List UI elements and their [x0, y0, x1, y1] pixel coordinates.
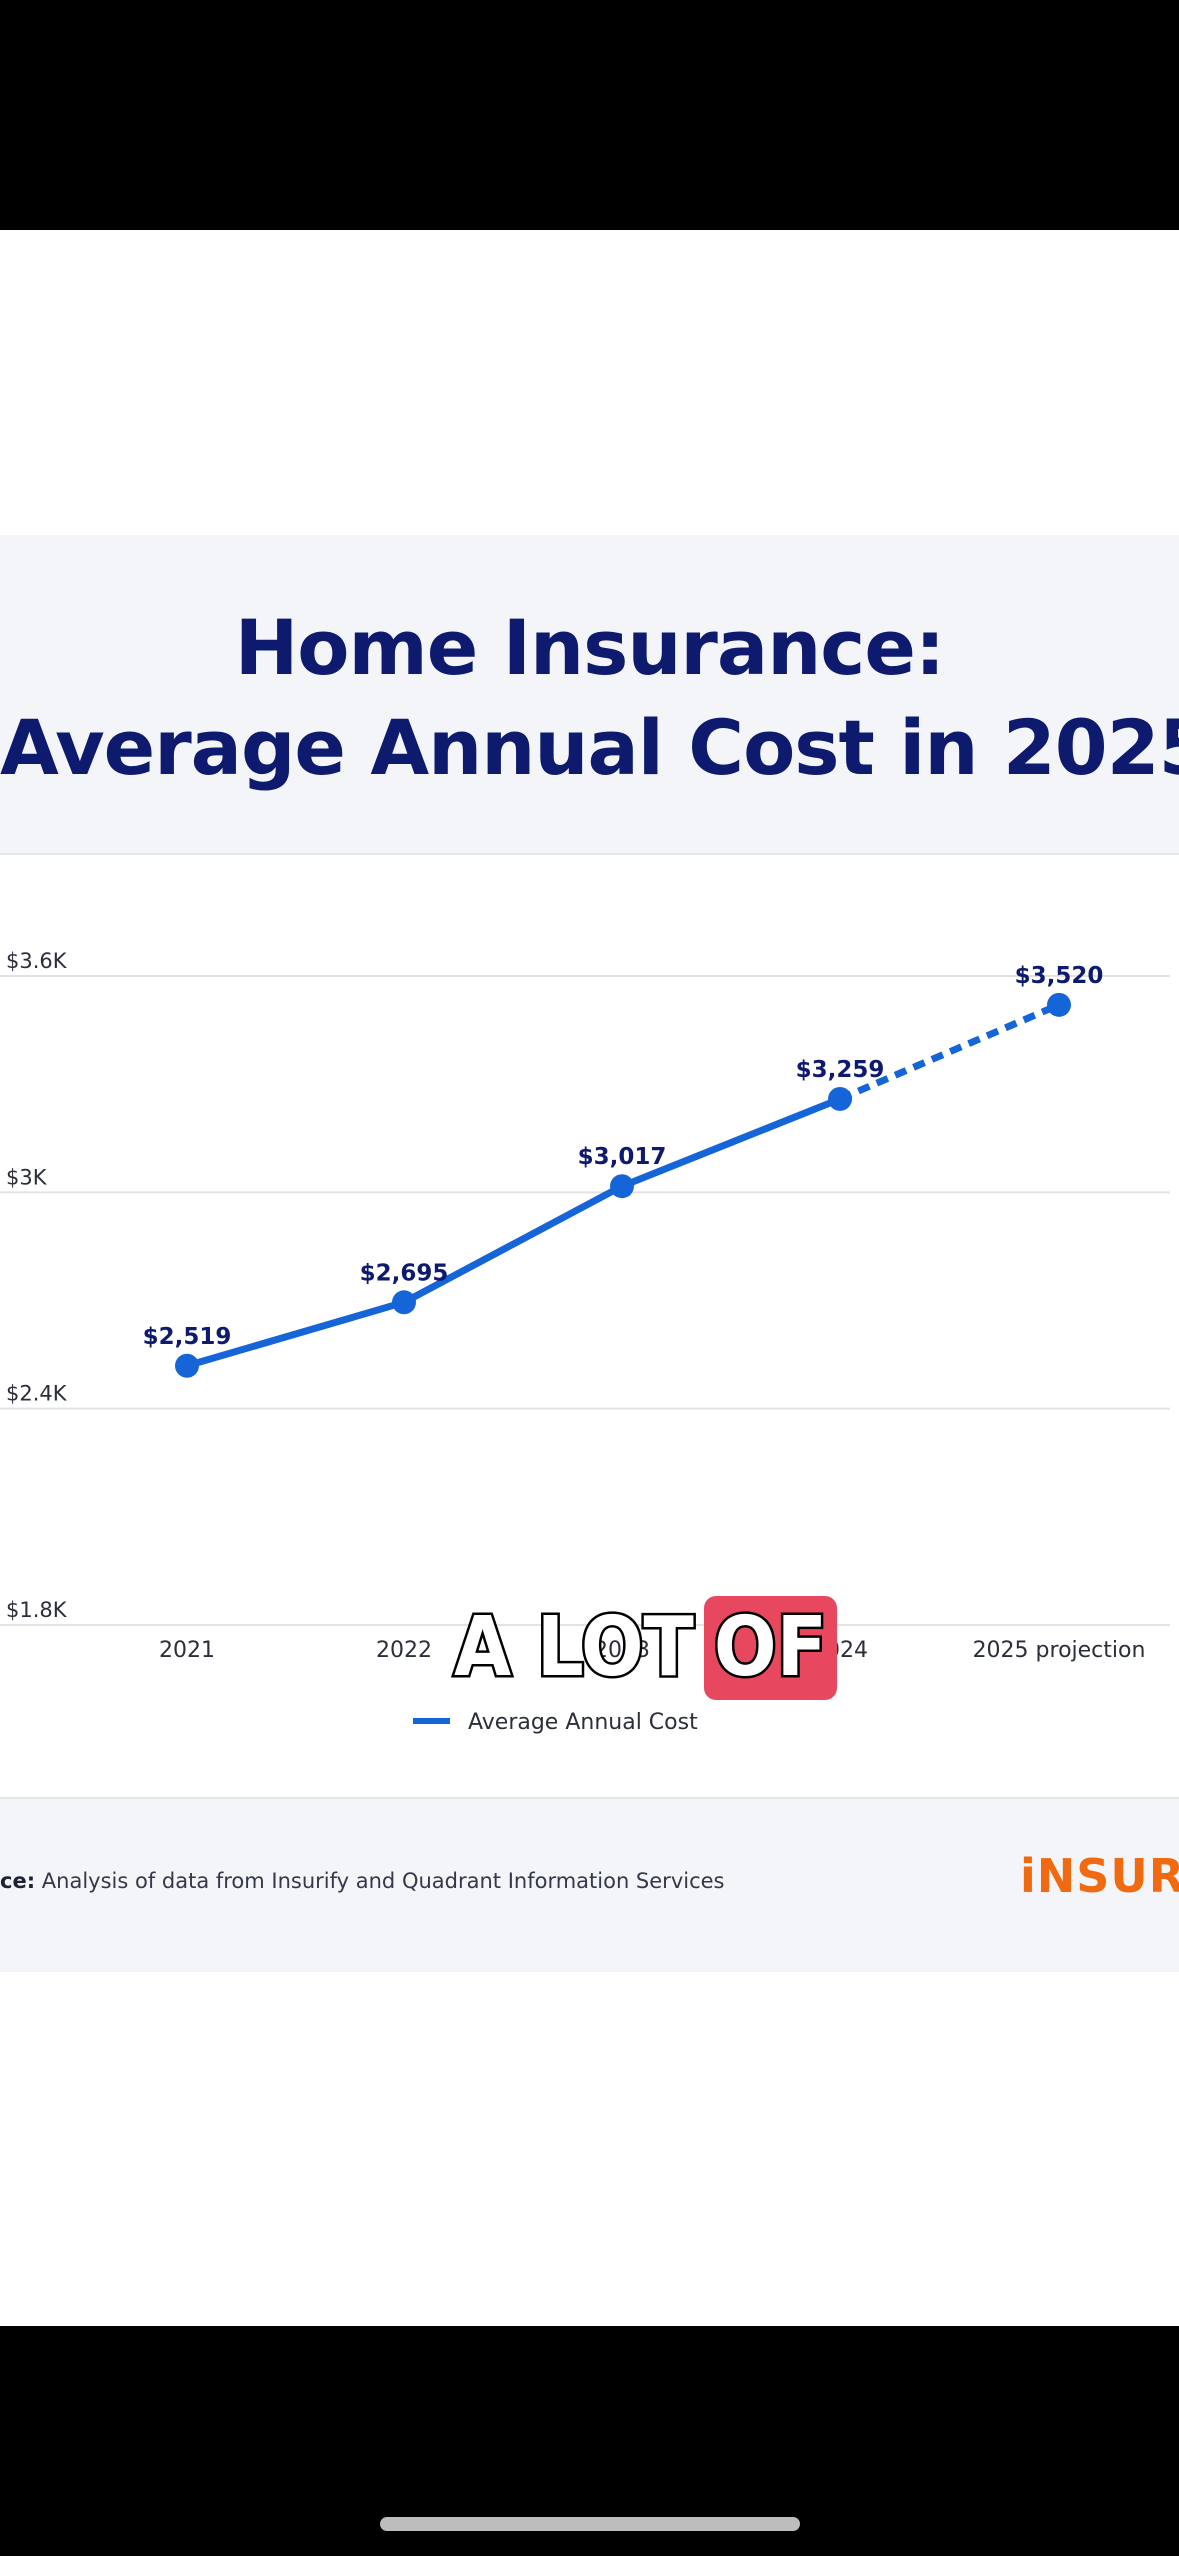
chart-card: Home Insurance: Average Annual Cost in 2… — [0, 535, 1179, 1972]
caption-word-1: A LOT — [452, 1598, 697, 1698]
y-tick-label-0: $1.8K — [6, 1598, 68, 1622]
insurify-logo: iNSURiF — [1020, 1849, 1179, 1903]
data-label-1: $2,695 — [360, 1260, 449, 1286]
y-tick-label-1: $2.4K — [6, 1382, 68, 1406]
data-point-2023 — [610, 1174, 634, 1199]
series-line-actual — [183, 1095, 844, 1370]
video-caption: A LOT OF — [444, 1596, 837, 1700]
y-tick-label-3: $3.6K — [6, 949, 68, 973]
data-label-3: $3,259 — [796, 1057, 885, 1083]
top-black-bar — [0, 0, 1179, 230]
x-tick-label-0: 2021 — [159, 1638, 215, 1663]
title-band: Home Insurance: Average Annual Cost in 2… — [0, 535, 1179, 855]
source-note: ce: Analysis of data from Insurify and Q… — [0, 1869, 724, 1893]
data-label-0: $2,519 — [143, 1324, 232, 1350]
source-prefix: ce: — [0, 1869, 36, 1893]
data-point-2022 — [392, 1290, 416, 1315]
x-tick-label-4: 2025 projection — [973, 1638, 1146, 1663]
legend-label: Average Annual Cost — [468, 1710, 698, 1735]
x-tick-label-1: 2022 — [376, 1638, 432, 1663]
y-tick-label-2: $3K — [6, 1165, 48, 1189]
home-indicator[interactable] — [380, 2517, 800, 2531]
chart-title-line-1: Home Insurance: — [234, 603, 946, 692]
footer-band: ce: Analysis of data from Insurify and Q… — [0, 1797, 1179, 1972]
data-label-2: $3,017 — [578, 1144, 667, 1170]
data-point-2025-projection — [1047, 992, 1071, 1017]
data-label-4: $3,520 — [1015, 963, 1104, 989]
series-line-projection — [838, 1001, 1061, 1103]
chart-title-line-2: Average Annual Cost in 2025 — [0, 703, 1179, 792]
data-point-2021 — [175, 1353, 199, 1378]
caption-word-2-highlighted: OF — [703, 1596, 837, 1700]
source-text: Analysis of data from Insurify and Quadr… — [35, 1869, 725, 1893]
x-tick-label-2: 2023 — [594, 1638, 650, 1663]
data-point-2024 — [828, 1086, 852, 1111]
